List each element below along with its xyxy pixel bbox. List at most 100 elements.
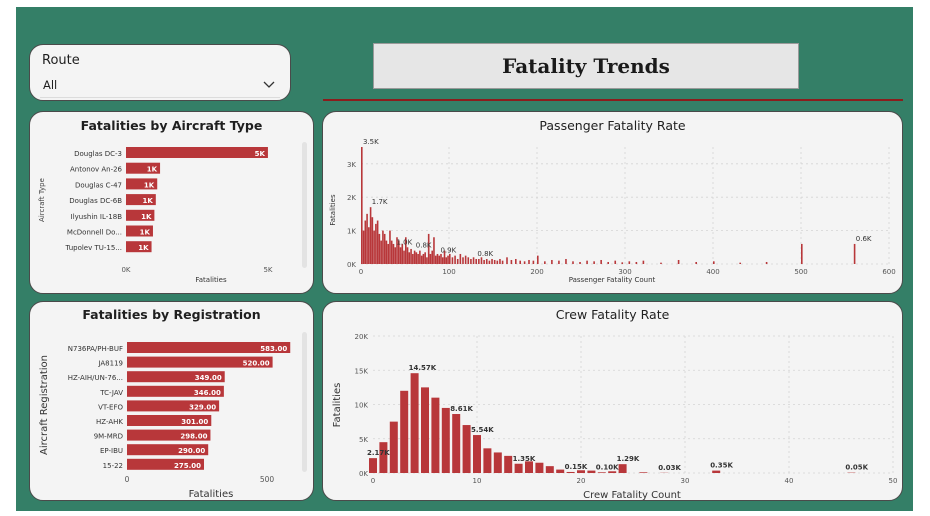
registration-bar[interactable]	[127, 415, 212, 426]
crew-bar[interactable]	[410, 373, 419, 473]
passenger-bar[interactable]	[401, 243, 404, 264]
passenger-bar[interactable]	[405, 237, 407, 264]
passenger-bar[interactable]	[565, 258, 567, 264]
registration-bar[interactable]	[127, 371, 225, 383]
passenger-bar[interactable]	[392, 243, 395, 264]
passenger-bar[interactable]	[537, 255, 539, 264]
passenger-bar[interactable]	[593, 261, 595, 264]
passenger-bar[interactable]	[441, 257, 444, 264]
registration-bar[interactable]	[127, 458, 204, 470]
passenger-bar[interactable]	[488, 260, 491, 264]
passenger-bar[interactable]	[462, 257, 464, 264]
passenger-bar[interactable]	[480, 257, 483, 264]
crew-bar[interactable]	[525, 461, 533, 473]
passenger-bar[interactable]	[456, 258, 459, 264]
passenger-bar[interactable]	[600, 259, 602, 264]
passenger-bar[interactable]	[394, 247, 397, 264]
passenger-bar[interactable]	[368, 227, 370, 264]
passenger-bar[interactable]	[472, 257, 475, 264]
crew-bar[interactable]	[483, 448, 492, 473]
passenger-bar[interactable]	[739, 262, 741, 264]
passenger-bar[interactable]	[415, 252, 418, 264]
passenger-bar[interactable]	[628, 261, 631, 264]
passenger-bar[interactable]	[390, 240, 393, 264]
passenger-bar[interactable]	[483, 259, 485, 264]
passenger-bar[interactable]	[376, 220, 379, 264]
passenger-bar[interactable]	[429, 253, 432, 264]
crew-bar[interactable]	[431, 397, 440, 473]
passenger-bar[interactable]	[447, 255, 449, 264]
aircraft-type-bar[interactable]	[126, 209, 155, 221]
passenger-bar[interactable]	[419, 250, 421, 264]
aircraft-type-bar[interactable]	[126, 225, 153, 237]
passenger-bar[interactable]	[433, 237, 435, 264]
passenger-bar[interactable]	[506, 257, 508, 264]
passenger-bar[interactable]	[380, 240, 382, 264]
passenger-bar[interactable]	[501, 260, 504, 264]
crew-bar[interactable]	[608, 471, 617, 473]
passenger-bar[interactable]	[417, 253, 419, 264]
passenger-bar[interactable]	[361, 147, 363, 264]
passenger-bar[interactable]	[406, 247, 409, 264]
passenger-bar[interactable]	[496, 260, 499, 264]
aircraft-type-bar[interactable]	[126, 194, 156, 206]
passenger-bar[interactable]	[493, 259, 496, 264]
passenger-bar[interactable]	[475, 258, 477, 264]
crew-bar[interactable]	[452, 414, 461, 473]
crew-bar[interactable]	[504, 455, 513, 473]
passenger-bar[interactable]	[528, 259, 530, 264]
passenger-bar[interactable]	[485, 258, 488, 264]
registration-bar[interactable]	[127, 385, 224, 397]
passenger-bar[interactable]	[438, 255, 441, 264]
aircraft-type-bar[interactable]	[126, 147, 268, 158]
crew-bar[interactable]	[369, 458, 377, 473]
passenger-bar[interactable]	[366, 213, 368, 264]
crew-bar[interactable]	[618, 464, 627, 473]
passenger-bar[interactable]	[621, 262, 624, 264]
passenger-bar[interactable]	[635, 261, 638, 264]
passenger-bar[interactable]	[478, 258, 480, 264]
crew-bar[interactable]	[441, 407, 450, 473]
crew-bar[interactable]	[514, 463, 523, 473]
passenger-bar[interactable]	[713, 261, 715, 264]
passenger-bar[interactable]	[464, 255, 467, 264]
passenger-bar[interactable]	[558, 260, 560, 264]
passenger-bar[interactable]	[362, 230, 365, 264]
passenger-bar[interactable]	[499, 258, 501, 264]
passenger-bar[interactable]	[677, 259, 680, 264]
passenger-bar[interactable]	[642, 260, 645, 264]
passenger-bar[interactable]	[853, 243, 856, 264]
passenger-bar[interactable]	[426, 257, 428, 264]
passenger-bar[interactable]	[427, 233, 430, 264]
passenger-bar[interactable]	[436, 253, 439, 264]
crew-bar[interactable]	[389, 421, 398, 473]
passenger-bar[interactable]	[403, 250, 405, 264]
passenger-bar[interactable]	[467, 257, 470, 264]
crew-bar[interactable]	[535, 462, 544, 473]
passenger-bar[interactable]	[660, 262, 662, 264]
passenger-bar[interactable]	[607, 261, 609, 264]
crew-bar[interactable]	[421, 387, 429, 473]
route-dropdown[interactable]: All	[40, 74, 280, 98]
passenger-bar[interactable]	[413, 250, 416, 264]
registration-scrollbar[interactable]	[302, 332, 307, 472]
crew-bar[interactable]	[597, 472, 606, 473]
passenger-bar[interactable]	[510, 259, 513, 264]
passenger-bar[interactable]	[519, 260, 521, 264]
registration-bar[interactable]	[127, 444, 209, 456]
passenger-bar[interactable]	[449, 253, 451, 264]
passenger-bar[interactable]	[572, 261, 574, 264]
aircraft-type-bar[interactable]	[126, 241, 152, 253]
passenger-bar[interactable]	[397, 240, 400, 264]
passenger-bar[interactable]	[396, 237, 398, 264]
registration-bar[interactable]	[127, 356, 273, 368]
aircraft-type-scrollbar[interactable]	[302, 142, 307, 268]
crew-bar[interactable]	[473, 435, 481, 473]
passenger-bar[interactable]	[399, 247, 402, 264]
passenger-bar[interactable]	[443, 250, 446, 264]
passenger-bar[interactable]	[410, 248, 412, 264]
passenger-bar[interactable]	[434, 255, 437, 264]
passenger-bar[interactable]	[408, 252, 411, 264]
aircraft-type-bar[interactable]	[126, 162, 161, 174]
crew-bar[interactable]	[566, 471, 575, 473]
